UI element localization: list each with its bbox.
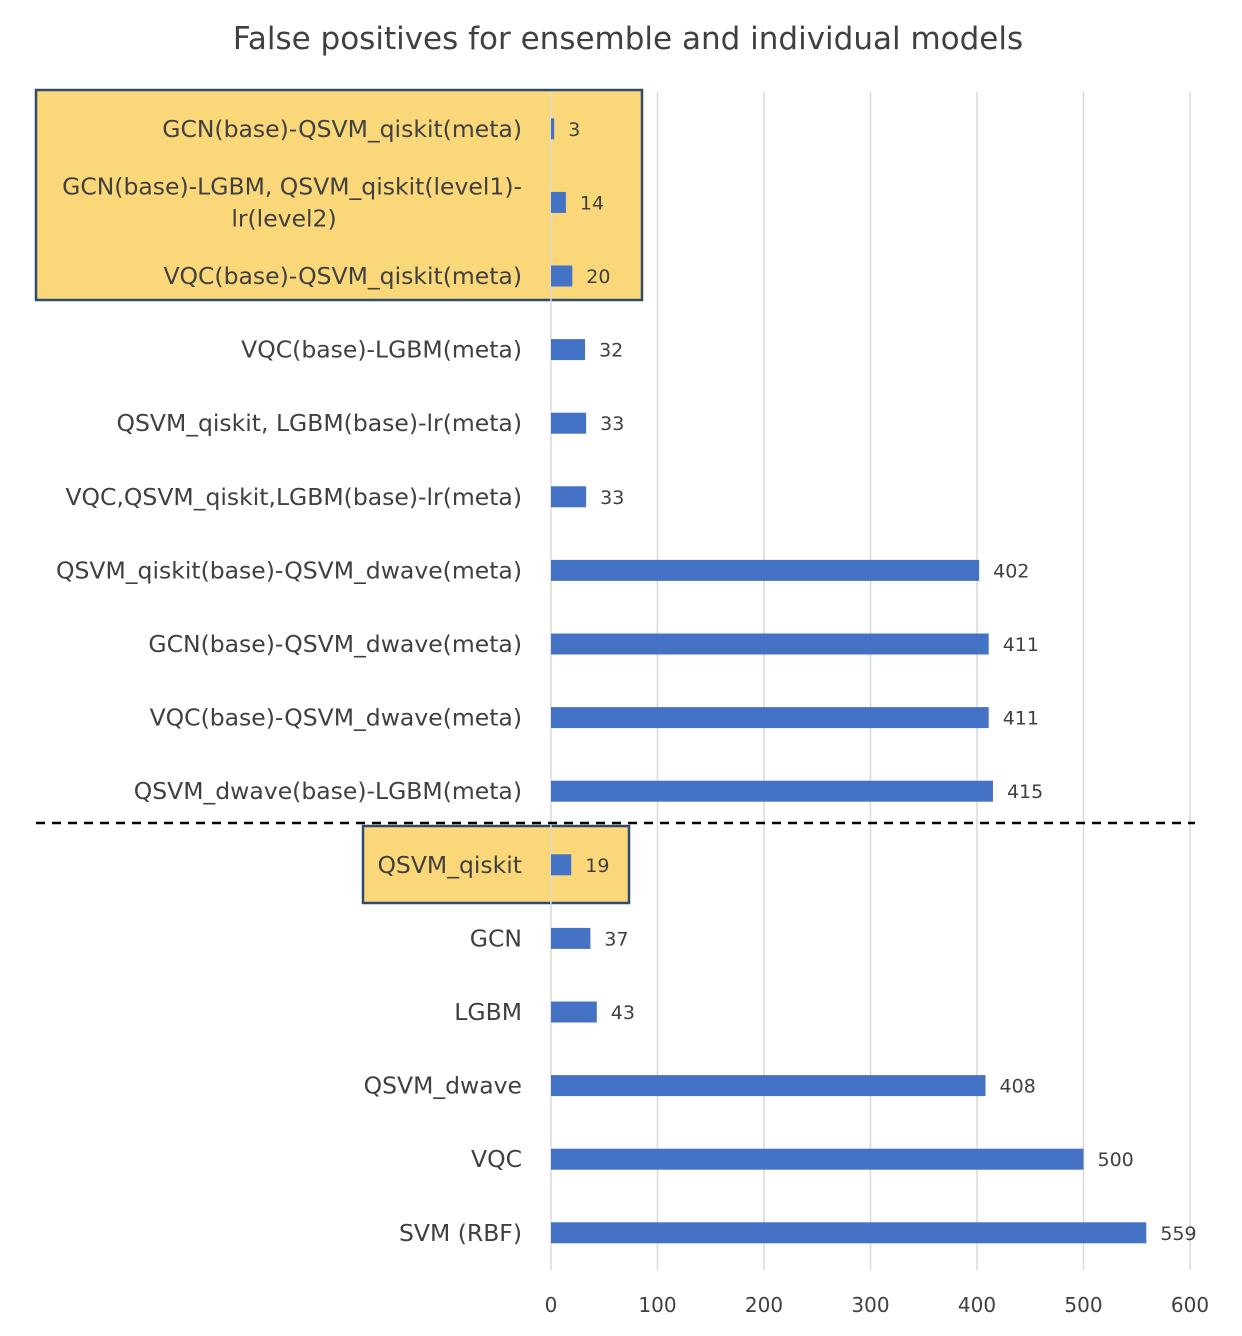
- highlight-boxes: [34, 88, 644, 905]
- data-label: 33: [600, 413, 624, 435]
- bar: [551, 1148, 1084, 1170]
- category-label: GCN: [470, 924, 522, 952]
- category-label: GCN(base)-QSVM_qiskit(meta): [162, 115, 522, 143]
- x-tick-label: 200: [745, 1293, 783, 1317]
- bar: [551, 559, 980, 581]
- bar: [551, 339, 586, 361]
- data-label: 32: [599, 340, 623, 362]
- data-labels: 3 14 20 32 33 33 402 411 411 415 19 37 43 408 500 559: [568, 119, 1196, 1245]
- highlight-box-1: [34, 88, 644, 302]
- category-label: GCN(base)-QSVM_dwave(meta): [148, 630, 522, 658]
- x-tick-label: 100: [638, 1293, 676, 1317]
- data-label: 19: [585, 855, 609, 877]
- bar: [551, 780, 993, 802]
- category-label: GCN(base)-LGBM, QSVM_qiskit(level1)-lr(l…: [62, 172, 522, 232]
- data-label: 37: [604, 928, 628, 950]
- chart-title: False positives for ensemble and individ…: [233, 21, 1023, 57]
- category-label: QSVM_qiskit, LGBM(base)-lr(meta): [116, 409, 522, 437]
- category-label: VQC,QSVM_qiskit,LGBM(base)-lr(meta): [65, 483, 522, 511]
- x-tick-label: 400: [958, 1293, 996, 1317]
- data-label: 415: [1007, 781, 1043, 803]
- data-label: 411: [1003, 634, 1039, 656]
- highlight-box-2: [361, 824, 631, 905]
- category-label: SVM (RBF): [399, 1219, 522, 1247]
- bar: [551, 1222, 1147, 1244]
- bar: [551, 1075, 986, 1097]
- category-label: QSVM_dwave: [364, 1072, 522, 1100]
- data-label: 3: [568, 119, 580, 141]
- x-tick-label: 300: [851, 1293, 889, 1317]
- bar: [551, 118, 555, 140]
- bar: [551, 633, 989, 655]
- bar: [551, 854, 572, 876]
- category-label: QSVM_dwave(base)-LGBM(meta): [134, 777, 522, 805]
- bar: [551, 486, 587, 508]
- x-axis-ticks: 0 100 200 300 400 500 600: [545, 1293, 1209, 1317]
- category-label: VQC: [471, 1145, 522, 1173]
- x-tick-label: 500: [1064, 1293, 1102, 1317]
- category-label: VQC(base)-QSVM_dwave(meta): [150, 704, 522, 732]
- category-label: QSVM_qiskit(base)-QSVM_dwave(meta): [56, 556, 522, 584]
- bar: [551, 1001, 597, 1023]
- bar: [551, 707, 989, 729]
- gridlines: [550, 92, 1191, 1270]
- bar: [551, 412, 587, 434]
- data-label: 33: [600, 487, 624, 509]
- data-label: 43: [611, 1002, 635, 1024]
- x-tick-label: 0: [545, 1293, 558, 1317]
- category-label: VQC(base)-LGBM(meta): [241, 336, 522, 364]
- x-tick-label: 600: [1171, 1293, 1209, 1317]
- category-labels: GCN(base)-QSVM_qiskit(meta) GCN(base)-LGB…: [56, 115, 522, 1247]
- bar: [551, 927, 591, 949]
- bar: [551, 265, 573, 287]
- data-label: 500: [1098, 1149, 1134, 1171]
- bar: [551, 191, 566, 213]
- data-label: 402: [993, 560, 1029, 582]
- category-label: LGBM: [454, 998, 522, 1026]
- data-label: 14: [580, 192, 604, 214]
- category-label: QSVM_qiskit: [377, 851, 522, 879]
- data-label: 408: [1000, 1076, 1036, 1098]
- data-label: 559: [1160, 1223, 1196, 1245]
- category-label: VQC(base)-QSVM_qiskit(meta): [163, 262, 522, 290]
- bars: [551, 118, 1147, 1244]
- data-label: 20: [586, 266, 610, 288]
- data-label: 411: [1003, 708, 1039, 730]
